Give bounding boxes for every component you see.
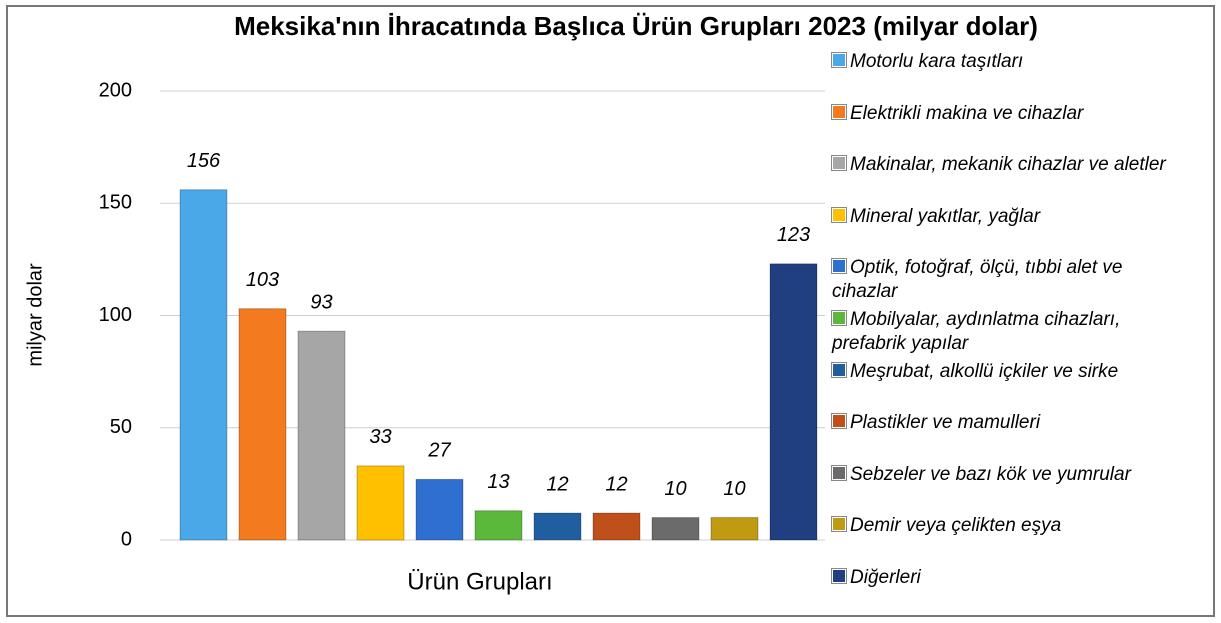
bar xyxy=(769,263,818,541)
y-axis-label: milyar dolar xyxy=(24,263,46,367)
y-tick-label: 50 xyxy=(110,416,132,438)
legend-item: Motorlu kara taşıtları xyxy=(832,50,1177,74)
value-label: 13 xyxy=(487,471,509,493)
chart-title: Meksika'nın İhracatında Başlıca Ürün Gru… xyxy=(234,11,1038,41)
legend-item: Plastikler ve mamulleri xyxy=(832,411,1177,435)
bar xyxy=(710,517,759,541)
legend-item: Makinalar, mekanik cihazlar ve aletler xyxy=(832,153,1177,177)
legend-item: Demir veya çelikten eşya xyxy=(832,514,1177,538)
bar xyxy=(533,512,582,541)
value-label: 10 xyxy=(664,478,686,500)
value-label: 156 xyxy=(187,150,221,172)
legend-label: Mobilyalar, aydınlatma cihazları, prefab… xyxy=(832,309,1121,354)
legend-label: Elektrikli makina ve cihazlar xyxy=(850,102,1084,124)
legend-swatch xyxy=(832,362,846,377)
bar xyxy=(238,308,287,541)
legend-label: Meşrubat, alkollü içkiler ve sirke xyxy=(850,360,1119,382)
y-tick-label: 100 xyxy=(99,304,132,326)
value-label: 12 xyxy=(546,473,568,495)
legend-label: Demir veya çelikten eşya xyxy=(850,515,1062,537)
legend-label: Diğerleri xyxy=(850,567,921,588)
bar xyxy=(474,510,523,541)
y-tick-label: 0 xyxy=(121,528,132,550)
legend-label: Plastikler ve mamulleri xyxy=(850,412,1041,434)
value-label: 27 xyxy=(427,440,451,462)
legend-label: Motorlu kara taşıtları xyxy=(850,51,1024,72)
legend-item: Elektrikli makina ve cihazlar xyxy=(832,102,1177,126)
bar xyxy=(592,512,641,541)
legend-swatch xyxy=(832,414,846,429)
legend-label: Mineral yakıtlar, yağlar xyxy=(850,205,1041,227)
value-label: 123 xyxy=(777,224,810,246)
bar xyxy=(297,330,346,541)
legend-item: Mobilyalar, aydınlatma cihazları, prefab… xyxy=(832,308,1177,356)
value-label: 93 xyxy=(310,291,332,313)
x-axis-label: Ürün Grupları xyxy=(407,568,552,595)
bar xyxy=(651,517,700,541)
y-tick-label: 200 xyxy=(99,79,132,101)
legend-label: Optik, fotoğraf, ölçü, tıbbi alet ve cih… xyxy=(832,257,1123,303)
bar xyxy=(415,478,464,541)
legend-label: Sebzeler ve bazı kök ve yumrular xyxy=(850,463,1131,485)
legend-swatch xyxy=(832,104,846,119)
legend-item: Diğerleri xyxy=(832,566,1177,590)
legend-swatch xyxy=(832,156,846,171)
bar xyxy=(356,465,405,541)
legend-swatch xyxy=(832,311,846,325)
value-label: 10 xyxy=(723,478,745,500)
legend-item: Mineral yakıtlar, yağlar xyxy=(832,205,1177,229)
value-label: 33 xyxy=(369,426,391,448)
legend-item: Sebzeler ve bazı kök ve yumrular xyxy=(832,463,1177,487)
legend-label: Makinalar, mekanik cihazlar ve aletler xyxy=(850,154,1166,176)
value-label: 103 xyxy=(246,269,279,291)
legend-swatch xyxy=(832,259,846,274)
value-label: 12 xyxy=(605,473,627,495)
legend-swatch xyxy=(832,569,846,583)
legend-swatch xyxy=(832,517,846,532)
legend-item: Optik, fotoğraf, ölçü, tıbbi alet ve cih… xyxy=(832,256,1177,304)
legend-swatch xyxy=(832,53,846,67)
legend-swatch xyxy=(832,465,846,480)
legend-item: Meşrubat, alkollü içkiler ve sirke xyxy=(832,360,1177,384)
legend-swatch xyxy=(832,207,846,222)
bar xyxy=(179,189,228,541)
y-tick-label: 150 xyxy=(99,192,132,214)
